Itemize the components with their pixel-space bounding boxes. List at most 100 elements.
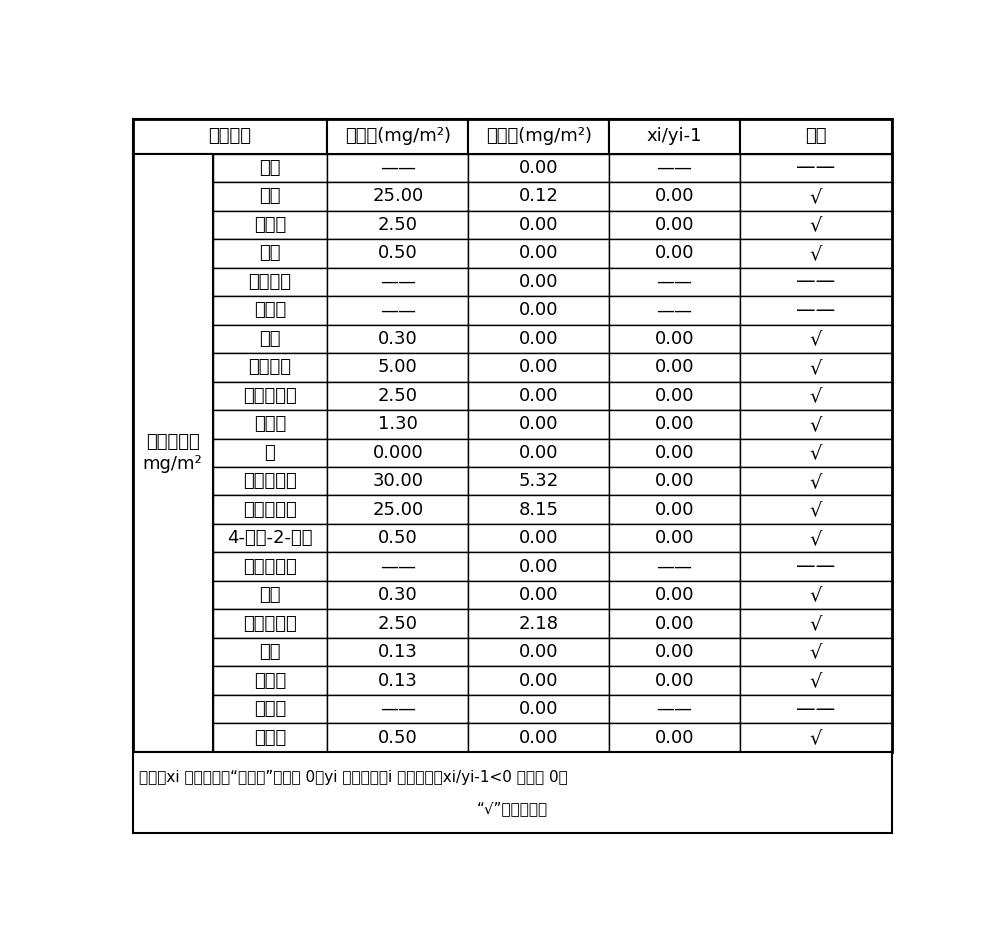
- Text: 2.18: 2.18: [519, 615, 559, 633]
- Bar: [609, 638, 740, 666]
- Bar: [740, 382, 892, 410]
- Text: ——: ——: [656, 302, 692, 320]
- Bar: [468, 495, 609, 524]
- Text: √: √: [810, 586, 822, 604]
- Bar: [213, 695, 327, 724]
- Text: 正丙醇: 正丙醇: [254, 302, 286, 320]
- Bar: [609, 724, 740, 752]
- Text: 0.00: 0.00: [519, 159, 559, 177]
- Text: ——: ——: [380, 159, 416, 177]
- Text: ——: ——: [796, 699, 836, 719]
- Text: 丙二醇甲醚: 丙二醇甲醚: [243, 472, 297, 491]
- Text: 30.00: 30.00: [372, 472, 423, 491]
- Bar: [609, 182, 740, 211]
- Text: 0.00: 0.00: [519, 444, 559, 462]
- Text: ——: ——: [796, 158, 836, 178]
- Bar: [740, 182, 892, 211]
- Bar: [327, 638, 468, 666]
- Text: 乙酸乙酩: 乙酸乙酩: [248, 358, 291, 376]
- Bar: [740, 324, 892, 353]
- Text: √: √: [810, 358, 822, 377]
- Text: 5.00: 5.00: [378, 358, 418, 376]
- Text: 0.00: 0.00: [519, 529, 559, 547]
- Text: ——: ——: [656, 273, 692, 290]
- Bar: [327, 495, 468, 524]
- Bar: [327, 353, 468, 382]
- Text: 0.30: 0.30: [378, 330, 418, 348]
- Text: 0.00: 0.00: [519, 273, 559, 290]
- Text: 乙苯: 乙苯: [259, 643, 281, 661]
- Text: 1.30: 1.30: [378, 415, 418, 433]
- Text: “√”表示合格。: “√”表示合格。: [477, 801, 548, 816]
- Text: √: √: [810, 614, 822, 634]
- Text: 2.50: 2.50: [378, 615, 418, 633]
- Bar: [609, 695, 740, 724]
- Bar: [327, 581, 468, 609]
- Bar: [468, 268, 609, 296]
- Text: 0.00: 0.00: [519, 672, 559, 690]
- Bar: [468, 553, 609, 581]
- Bar: [740, 581, 892, 609]
- Bar: [609, 467, 740, 495]
- Bar: [740, 524, 892, 553]
- Bar: [327, 382, 468, 410]
- Bar: [468, 239, 609, 268]
- Bar: [213, 182, 327, 211]
- Bar: [213, 666, 327, 695]
- Bar: [468, 695, 609, 724]
- Bar: [609, 296, 740, 324]
- Text: 0.00: 0.00: [519, 302, 559, 320]
- Text: 甲醇: 甲醇: [259, 159, 281, 177]
- Bar: [327, 119, 468, 153]
- Text: ——: ——: [796, 273, 836, 291]
- Text: 0.00: 0.00: [519, 557, 559, 575]
- Text: 0.00: 0.00: [655, 587, 694, 604]
- Text: 5.32: 5.32: [519, 472, 559, 491]
- Text: 2.50: 2.50: [378, 386, 418, 405]
- Bar: [213, 296, 327, 324]
- Text: √: √: [810, 187, 822, 206]
- Text: 备注：xi 为检测值，“未检出”取值为 0；yi 为指标值，i 表示序号；xi/yi-1<0 取值为 0；: 备注：xi 为检测值，“未检出”取值为 0；yi 为指标值，i 表示序号；xi/…: [139, 770, 568, 785]
- Bar: [213, 553, 327, 581]
- Bar: [213, 353, 327, 382]
- Text: 0.00: 0.00: [519, 643, 559, 661]
- Bar: [213, 609, 327, 638]
- Bar: [133, 153, 213, 752]
- Text: ——: ——: [796, 301, 836, 320]
- Text: ——: ——: [380, 302, 416, 320]
- Text: √: √: [810, 472, 822, 491]
- Bar: [327, 666, 468, 695]
- Text: ——: ——: [656, 557, 692, 575]
- Text: ——: ——: [380, 700, 416, 718]
- Text: √: √: [810, 643, 822, 662]
- Bar: [609, 382, 740, 410]
- Text: 0.00: 0.00: [519, 415, 559, 433]
- Bar: [609, 119, 740, 153]
- Text: 0.00: 0.00: [655, 415, 694, 433]
- Bar: [327, 410, 468, 438]
- Bar: [609, 410, 740, 438]
- Bar: [327, 695, 468, 724]
- Text: 0.00: 0.00: [655, 728, 694, 746]
- Bar: [740, 119, 892, 153]
- Bar: [213, 211, 327, 239]
- Text: 0.000: 0.000: [372, 444, 423, 462]
- Text: xi/yi-1: xi/yi-1: [647, 127, 702, 146]
- Text: 0.00: 0.00: [655, 643, 694, 661]
- Bar: [468, 182, 609, 211]
- Bar: [468, 211, 609, 239]
- Text: 甲苯: 甲苯: [259, 587, 281, 604]
- Bar: [327, 553, 468, 581]
- Bar: [327, 296, 468, 324]
- Text: 0.50: 0.50: [378, 728, 418, 746]
- Bar: [740, 495, 892, 524]
- Bar: [609, 211, 740, 239]
- Bar: [327, 724, 468, 752]
- Text: √: √: [810, 528, 822, 548]
- Bar: [609, 553, 740, 581]
- Bar: [133, 119, 892, 752]
- Bar: [327, 268, 468, 296]
- Bar: [609, 153, 740, 182]
- Text: 乙醇: 乙醇: [259, 187, 281, 205]
- Bar: [609, 581, 740, 609]
